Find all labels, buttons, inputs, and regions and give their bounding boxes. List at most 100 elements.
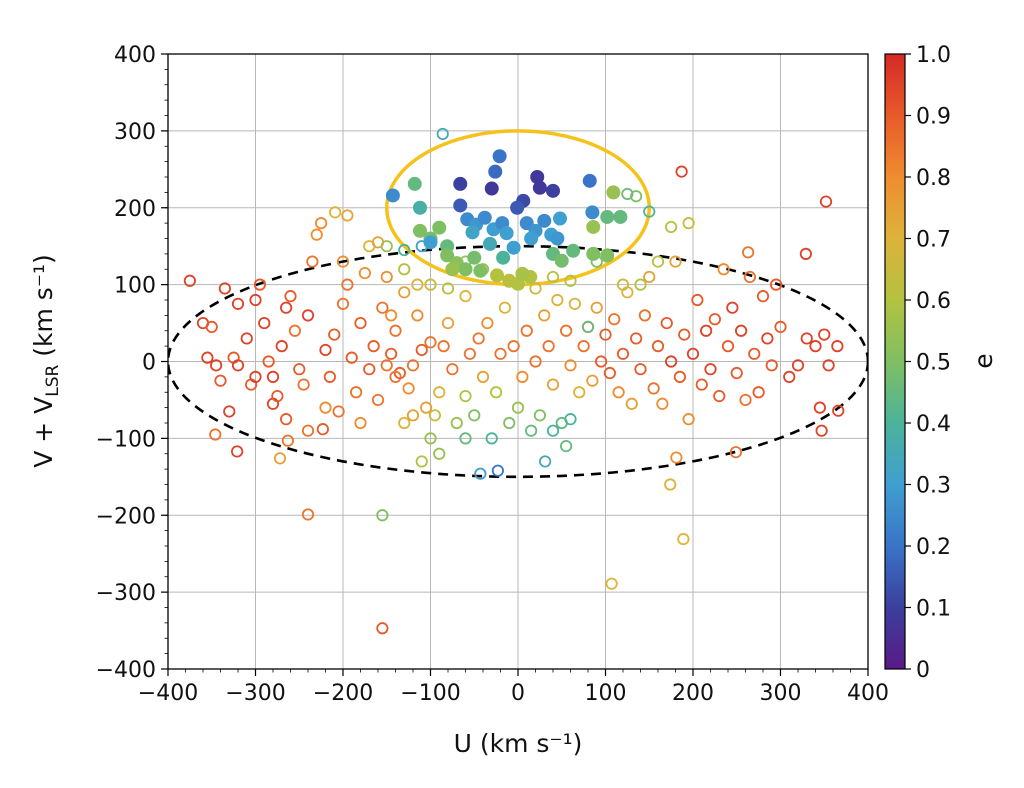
open-point — [376, 509, 389, 522]
filled-point — [582, 173, 597, 188]
filled-point — [413, 200, 427, 215]
filled-point — [532, 180, 547, 195]
open-point — [271, 389, 284, 403]
open-point — [376, 301, 389, 314]
open-point — [389, 324, 402, 337]
open-point — [491, 464, 504, 477]
open-point — [358, 266, 371, 280]
open-point — [310, 228, 323, 241]
y-axis-label-unit: (km s⁻¹) — [29, 254, 58, 364]
colorbar-tick-label: 0 — [916, 658, 930, 683]
open-point — [398, 416, 411, 430]
filled-point — [524, 231, 539, 246]
open-point — [656, 397, 669, 410]
open-point — [336, 255, 350, 268]
open-point — [660, 316, 673, 330]
open-point — [266, 370, 280, 383]
filled-point — [496, 250, 511, 265]
open-point — [813, 401, 826, 414]
filled-point — [440, 248, 455, 263]
open-point — [398, 243, 411, 257]
open-point — [380, 359, 393, 372]
open-point — [433, 447, 446, 460]
colorbar-tick-label: 0.8 — [916, 166, 951, 191]
x-tick-label: −100 — [400, 681, 460, 706]
open-point — [742, 246, 755, 259]
colorbar-tick-label: 0.6 — [916, 289, 951, 314]
open-point — [328, 328, 341, 341]
open-point — [686, 347, 700, 360]
open-point — [599, 328, 612, 341]
filled-point — [515, 266, 530, 281]
open-point — [297, 378, 310, 391]
filled-point — [553, 211, 567, 226]
data-points — [183, 127, 845, 635]
colorbar-tick-label: 1.0 — [916, 43, 951, 68]
open-point — [459, 432, 472, 445]
open-point — [463, 347, 476, 360]
filled-point — [413, 223, 427, 238]
open-point — [664, 478, 677, 491]
open-point — [459, 389, 472, 403]
open-point — [301, 508, 315, 521]
open-point — [183, 274, 196, 287]
open-point — [616, 347, 630, 360]
open-point — [280, 413, 293, 426]
open-point — [691, 293, 704, 307]
open-point — [560, 324, 573, 337]
open-point — [675, 165, 688, 178]
filled-point — [586, 219, 601, 234]
open-point — [201, 351, 214, 364]
open-point — [651, 255, 665, 268]
open-point — [507, 340, 520, 353]
open-point — [336, 297, 350, 310]
open-point — [630, 332, 643, 345]
open-point — [783, 370, 796, 383]
filled-point — [566, 243, 581, 258]
filled-point — [445, 262, 460, 277]
open-point — [249, 370, 262, 383]
open-point — [280, 301, 293, 314]
open-point — [306, 255, 319, 268]
open-point — [446, 363, 459, 376]
open-point — [643, 270, 656, 284]
open-point — [428, 409, 441, 422]
open-point — [546, 424, 560, 437]
open-point — [402, 382, 415, 395]
filled-point — [467, 250, 482, 265]
open-point — [210, 359, 223, 372]
filled-point — [432, 220, 447, 235]
open-point — [529, 355, 542, 368]
filled-point — [490, 268, 504, 283]
open-point — [739, 393, 752, 407]
filled-point — [600, 209, 615, 224]
filled-point — [473, 263, 488, 278]
open-point — [638, 309, 651, 322]
open-point — [717, 263, 730, 276]
filled-point — [510, 200, 525, 215]
colorbar-tick-label: 0.9 — [916, 105, 951, 130]
y-tick-label: 200 — [114, 197, 156, 222]
y-tick-labels: −400 −300 −200 −100 0 100 200 300 400 — [96, 43, 156, 683]
x-tick-labels: −400 −300 −200 −100 0 100 200 300 400 — [138, 681, 889, 706]
filled-point — [546, 183, 560, 198]
open-point — [249, 293, 262, 307]
open-point — [424, 336, 437, 349]
open-point — [774, 320, 787, 334]
open-point — [616, 278, 630, 291]
filled-point — [550, 231, 565, 246]
colorbar-tick-label: 0.3 — [916, 474, 951, 499]
open-point — [406, 409, 420, 422]
x-tick-label: 400 — [847, 681, 889, 706]
open-point — [538, 309, 551, 322]
open-point — [677, 532, 690, 546]
open-point — [533, 409, 546, 422]
open-point — [831, 340, 844, 353]
open-point — [371, 393, 385, 407]
open-point — [281, 434, 294, 447]
open-point — [756, 290, 770, 303]
open-point — [376, 622, 389, 635]
open-point — [214, 374, 227, 387]
filled-point — [453, 176, 468, 191]
open-point — [735, 324, 748, 337]
